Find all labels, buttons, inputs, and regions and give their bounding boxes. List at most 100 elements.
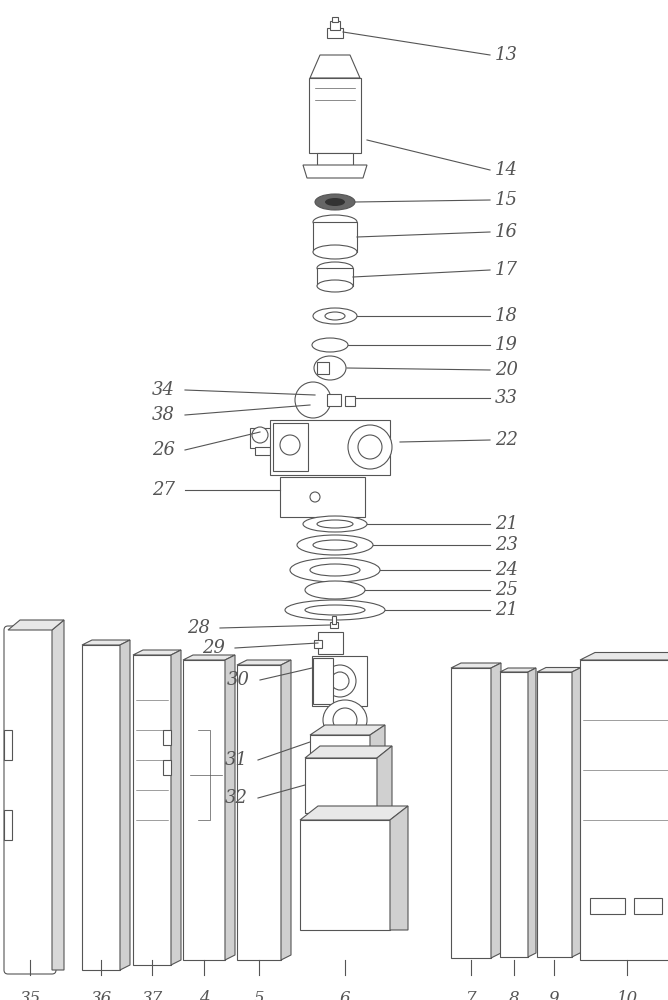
Text: 32: 32 [225, 789, 248, 807]
Text: 8: 8 [509, 990, 519, 1000]
Text: 7: 7 [466, 990, 476, 1000]
Ellipse shape [313, 540, 357, 550]
Ellipse shape [323, 700, 367, 740]
Polygon shape [133, 650, 181, 655]
Polygon shape [377, 746, 392, 813]
Polygon shape [390, 806, 408, 930]
Polygon shape [120, 640, 130, 970]
Polygon shape [82, 640, 130, 645]
Ellipse shape [313, 245, 357, 259]
Text: 14: 14 [495, 161, 518, 179]
Ellipse shape [314, 356, 346, 380]
Text: 21: 21 [495, 515, 518, 533]
Bar [313, 222, 357, 252]
Bar [332, 616, 336, 624]
Ellipse shape [290, 558, 380, 582]
Bar [634, 898, 662, 914]
Polygon shape [491, 663, 501, 958]
Ellipse shape [312, 338, 348, 352]
FancyBboxPatch shape [4, 626, 56, 974]
Ellipse shape [358, 435, 382, 459]
Bar [183, 660, 225, 960]
Ellipse shape [325, 312, 345, 320]
Polygon shape [305, 746, 392, 758]
Bar [537, 672, 572, 957]
Bar [305, 758, 377, 813]
Polygon shape [8, 620, 64, 630]
Ellipse shape [310, 492, 320, 502]
Text: 4: 4 [198, 990, 209, 1000]
Polygon shape [225, 655, 235, 960]
Bar [300, 820, 390, 930]
Text: 30: 30 [227, 671, 250, 689]
Text: 13: 13 [495, 46, 518, 64]
Text: 28: 28 [187, 619, 210, 637]
Ellipse shape [297, 535, 373, 555]
Bar [250, 428, 272, 448]
Bar [82, 645, 120, 970]
Polygon shape [537, 668, 581, 672]
Text: 23: 23 [495, 536, 518, 554]
Ellipse shape [280, 435, 300, 455]
Polygon shape [281, 660, 291, 960]
Bar [580, 660, 668, 960]
Bar [314, 640, 322, 648]
Ellipse shape [285, 600, 385, 620]
Bar [332, 17, 338, 22]
Polygon shape [300, 806, 408, 820]
Text: 5: 5 [254, 990, 265, 1000]
Polygon shape [451, 663, 501, 668]
Bar [237, 665, 281, 960]
Bar [4, 810, 12, 840]
Ellipse shape [324, 665, 356, 697]
Polygon shape [183, 655, 235, 660]
Ellipse shape [333, 708, 357, 732]
Bar [500, 672, 528, 957]
Text: 6: 6 [340, 990, 350, 1000]
Ellipse shape [317, 280, 353, 292]
Text: 19: 19 [495, 336, 518, 354]
Ellipse shape [313, 308, 357, 324]
Ellipse shape [348, 425, 392, 469]
Text: 9: 9 [548, 990, 559, 1000]
Bar [313, 658, 333, 704]
Ellipse shape [305, 605, 365, 615]
Polygon shape [580, 652, 668, 660]
Text: 20: 20 [495, 361, 518, 379]
Text: 18: 18 [495, 307, 518, 325]
Ellipse shape [325, 198, 345, 206]
Polygon shape [370, 725, 385, 755]
Bar [590, 898, 625, 914]
Text: 38: 38 [152, 406, 175, 424]
Text: 27: 27 [152, 481, 175, 499]
Bar [451, 668, 491, 958]
Text: 34: 34 [152, 381, 175, 399]
Ellipse shape [305, 581, 365, 599]
Ellipse shape [317, 520, 353, 528]
Ellipse shape [313, 215, 357, 229]
Bar [163, 760, 171, 775]
Polygon shape [237, 660, 291, 665]
Bar [317, 362, 329, 374]
Polygon shape [52, 620, 64, 970]
Bar [317, 268, 353, 286]
Polygon shape [572, 668, 581, 957]
Bar [327, 28, 343, 38]
Text: 24: 24 [495, 561, 518, 579]
Bar [345, 396, 355, 406]
Bar [133, 655, 171, 965]
Text: 36: 36 [90, 990, 112, 1000]
Ellipse shape [310, 564, 360, 576]
Bar [4, 730, 12, 760]
Text: 35: 35 [19, 990, 41, 1000]
Bar [312, 656, 367, 706]
Text: 33: 33 [495, 389, 518, 407]
Text: 10: 10 [617, 990, 638, 1000]
Text: 22: 22 [495, 431, 518, 449]
Bar [280, 477, 365, 517]
Text: 29: 29 [202, 639, 225, 657]
Text: 15: 15 [495, 191, 518, 209]
Bar [317, 153, 353, 168]
Ellipse shape [252, 427, 268, 443]
Bar [163, 730, 171, 745]
